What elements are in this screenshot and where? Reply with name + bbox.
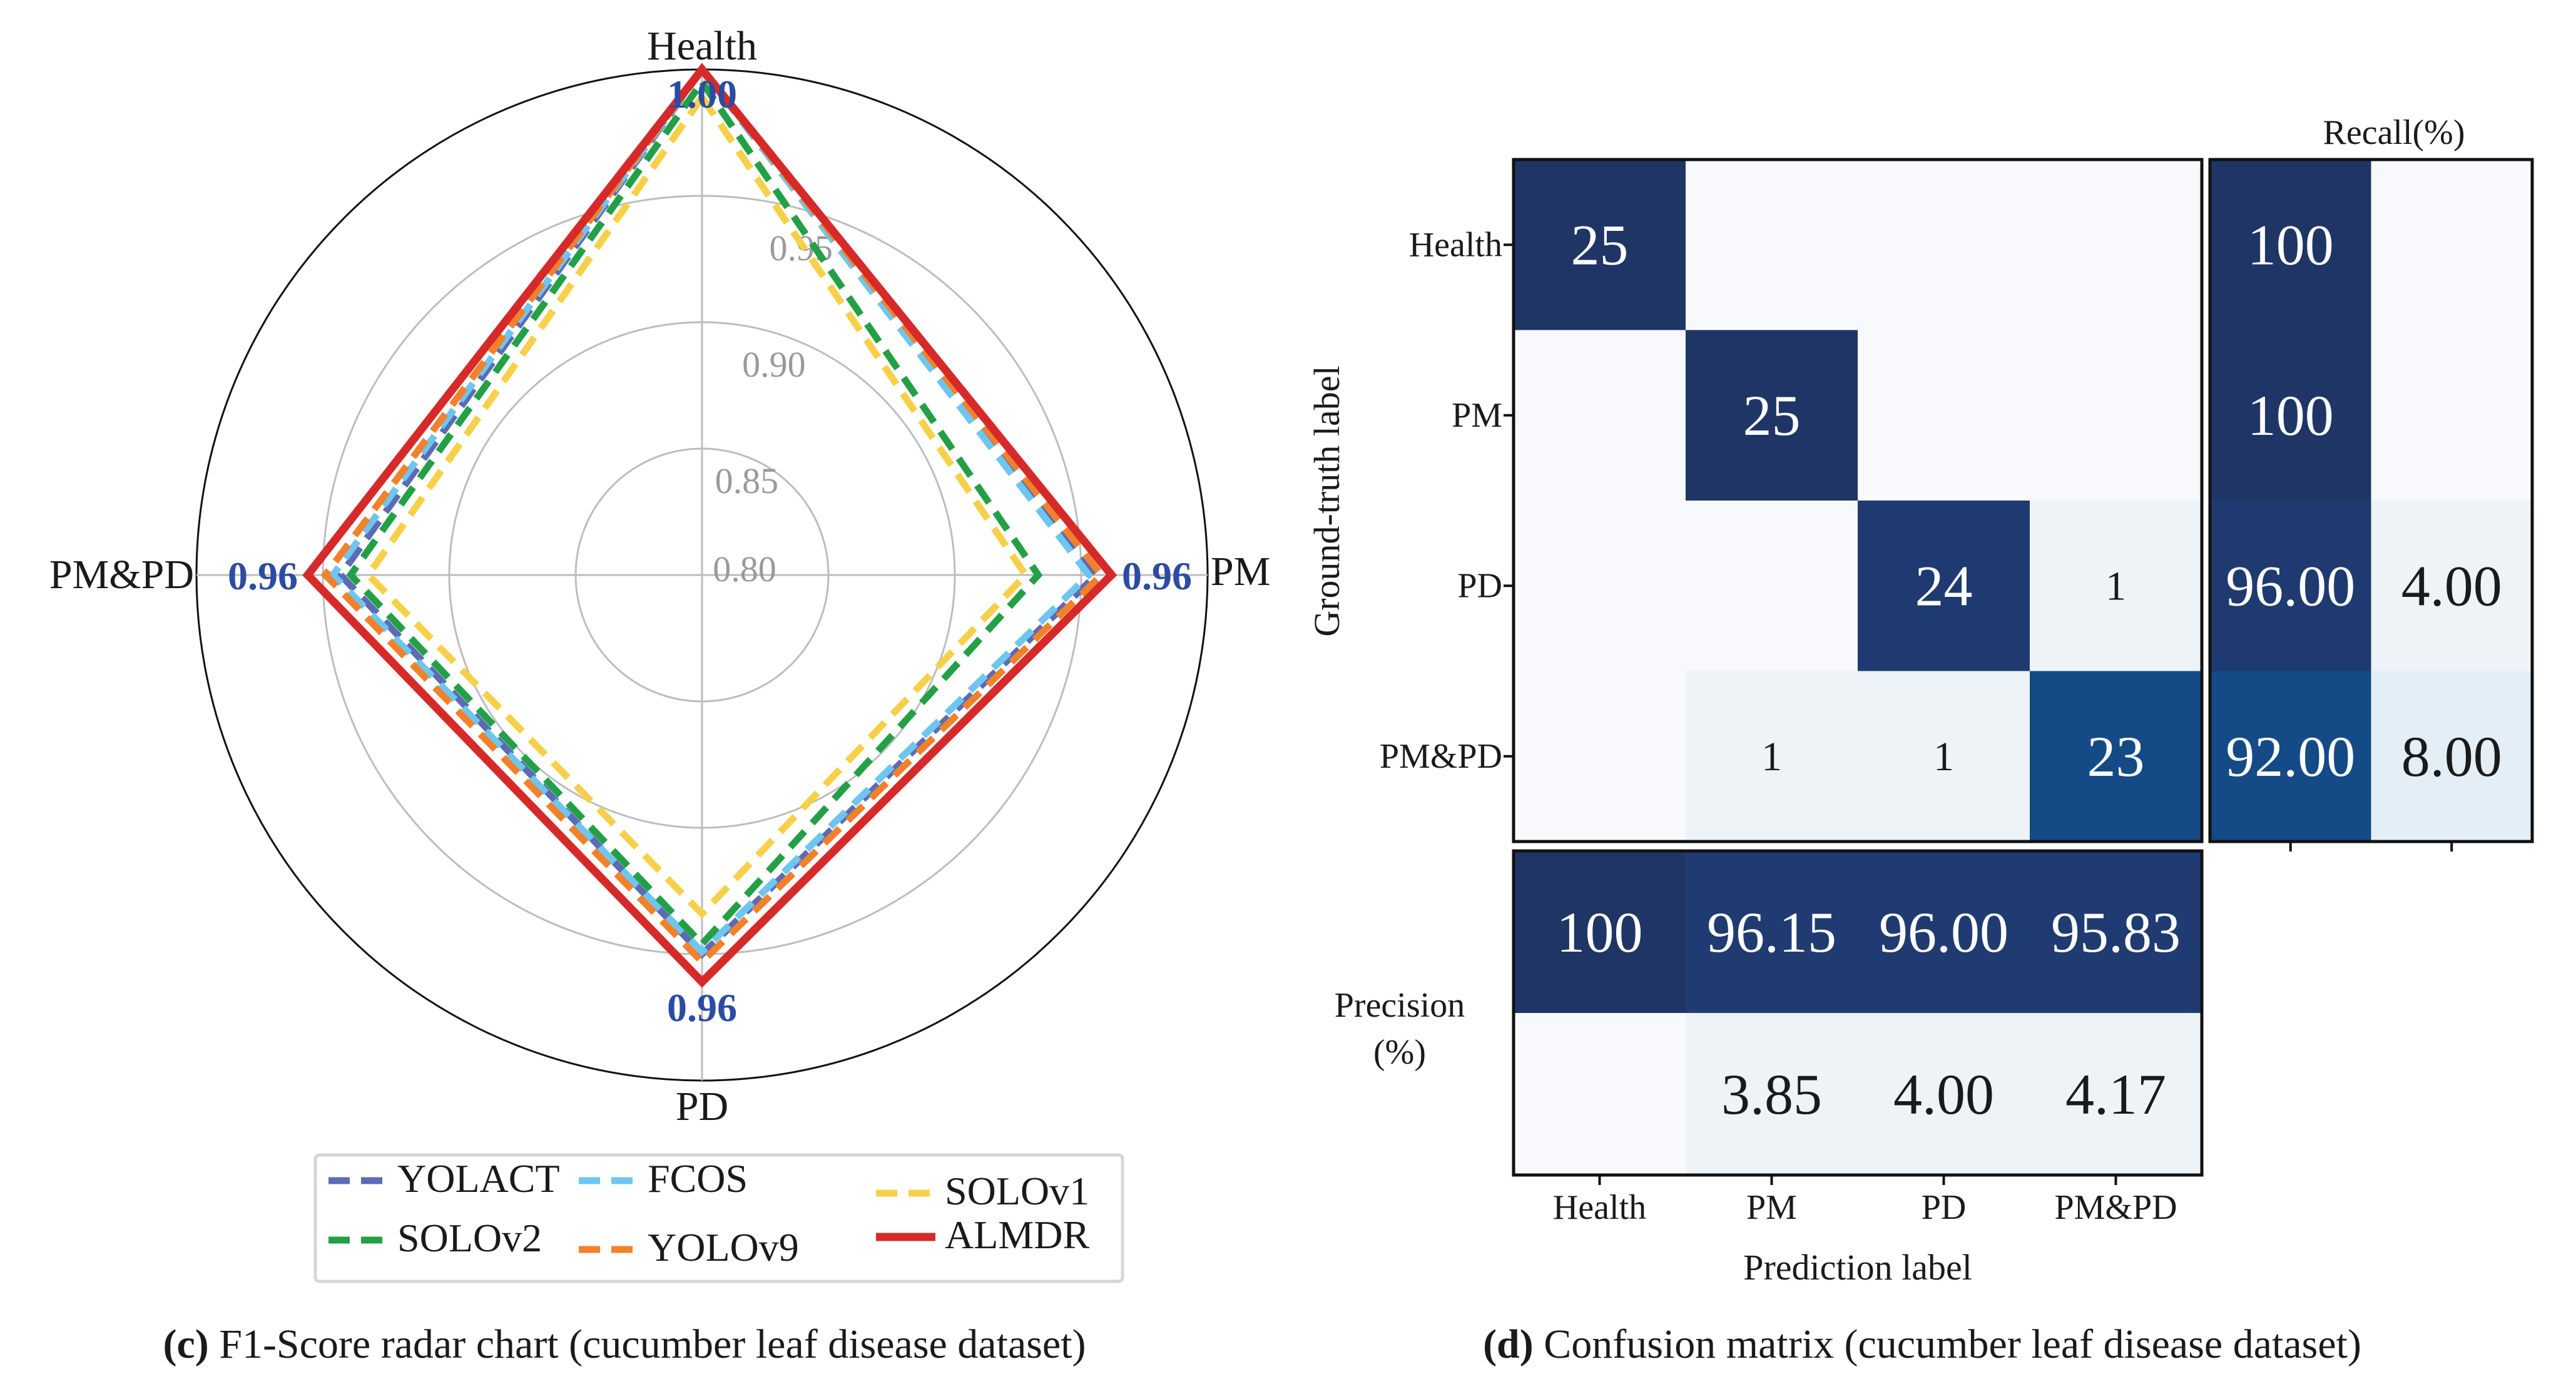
radar-value-label: 0.96 (1122, 554, 1192, 598)
matrix-value: 24 (1915, 554, 1973, 618)
precision-cell (1686, 851, 1858, 1013)
y-tick-label: PM (1452, 396, 1502, 435)
matrix-cell (1514, 501, 1686, 671)
radar-rtick-label: 0.80 (713, 549, 776, 589)
recall-title: Recall(%) (2323, 113, 2465, 152)
matrix-cell (2030, 501, 2202, 671)
precision-value: 4.17 (2065, 1062, 2166, 1126)
legend-label: ALMDR (945, 1213, 1089, 1257)
matrix-cell (1686, 330, 1858, 501)
legend-box (313, 1153, 1124, 1283)
radar-rtick-label: 0.85 (715, 460, 779, 501)
radar-series-solov2 (346, 76, 1043, 949)
radar-series-yolov9 (320, 63, 1106, 967)
matrix-cell (2030, 330, 2202, 501)
matrix-value: 1 (1761, 734, 1782, 780)
matrix-cell (1858, 330, 2030, 501)
radar-value-label: 0.96 (228, 554, 298, 598)
recall-cell (2210, 160, 2371, 330)
precision-cell (2030, 1013, 2202, 1175)
matrix-cell (1514, 671, 1686, 842)
recall-value: 100 (2248, 384, 2334, 447)
precision-title: Precision (1335, 986, 1465, 1025)
precision-cell (1514, 851, 1686, 1013)
precision-value: 95.83 (2051, 900, 2181, 964)
x-tick-label: PM (1746, 1188, 1797, 1227)
y-axis-label: Ground-truth label (1306, 365, 1347, 636)
radar-axis-label: PD (676, 1084, 728, 1129)
matrix-cell (2030, 671, 2202, 842)
radar-caption: (c) F1-Score radar chart (cucumber leaf … (163, 1321, 1086, 1367)
recall-cell (2371, 501, 2532, 671)
y-tick-label: Health (1409, 225, 1502, 264)
recall-cell (2371, 671, 2532, 842)
x-axis-label: Prediction label (1743, 1247, 1972, 1288)
matrix-cell (1686, 671, 1858, 842)
precision-cell (1514, 1013, 1686, 1175)
legend-label: SOLOv1 (945, 1169, 1089, 1213)
legend-label: SOLOv2 (397, 1216, 542, 1260)
matrix-cell (1686, 160, 1858, 330)
precision-cell (1686, 1013, 1858, 1175)
radar-axis-label: PM (1211, 549, 1270, 594)
radar-series-fcos (328, 63, 1094, 957)
matrix-cell (1858, 160, 2030, 330)
recall-value: 100 (2248, 213, 2334, 277)
precision-value: 96.15 (1707, 900, 1836, 964)
radar-chart: 0.800.850.900.95HealthPMPDPM&PD1.000.960… (49, 23, 1270, 1283)
matrix-cell (1858, 501, 2030, 671)
matrix-value: 25 (1743, 384, 1801, 447)
legend-label: YOLOv9 (648, 1225, 799, 1270)
recall-cell (2210, 330, 2371, 501)
recall-cell (2210, 671, 2371, 842)
recall-value: 96.00 (2226, 554, 2355, 618)
precision-value: 96.00 (1879, 900, 2008, 964)
radar-axis-label: Health (647, 23, 757, 69)
confusion-matrix: 25 25 24 1 1 1 23 100 100 96.00 4.00 92.00 8.00 Recal… (1306, 113, 2534, 1288)
precision-frame (1512, 849, 2204, 1177)
matrix-cell (1686, 501, 1858, 671)
y-tick-label: PD (1457, 566, 1502, 605)
radar-legend: YOLACT FCOS SOLOv1 SOLOv2 YOLOv9 ALMDR (313, 1153, 1124, 1283)
matrix-caption: (d) Confusion matrix (cucumber leaf dise… (1483, 1321, 2361, 1367)
precision-cell (1858, 851, 2030, 1013)
precision-cell (1858, 1013, 2030, 1175)
precision-value: 4.00 (1893, 1062, 1994, 1126)
x-tick-label: Health (1553, 1188, 1646, 1227)
matrix-cell (2030, 160, 2202, 330)
matrix-cell (1514, 160, 1686, 330)
recall-value: 8.00 (2401, 725, 2502, 788)
precision-value: 3.85 (1721, 1062, 1822, 1126)
legend-label: YOLACT (397, 1156, 560, 1201)
x-tick-label: PD (1922, 1188, 1967, 1227)
recall-cell (2371, 330, 2532, 501)
radar-series-solov1 (364, 91, 1031, 919)
matrix-value: 1 (2105, 564, 2126, 609)
matrix-value: 23 (2087, 725, 2145, 788)
recall-cell (2371, 160, 2532, 330)
y-tick-label: PM&PD (1380, 737, 1502, 776)
precision-value: 100 (1557, 900, 1643, 964)
recall-frame (2208, 158, 2534, 843)
precision-cell (2030, 851, 2202, 1013)
matrix-frame (1512, 158, 2204, 843)
matrix-cell (1858, 671, 2030, 842)
radar-value-label: 0.96 (667, 985, 737, 1030)
radar-rtick-label: 0.90 (742, 344, 806, 385)
radar-value-label: 1.00 (667, 72, 737, 116)
recall-value: 4.00 (2401, 554, 2502, 618)
recall-value: 92.00 (2226, 725, 2355, 788)
matrix-cell (1514, 330, 1686, 501)
matrix-value: 25 (1571, 213, 1629, 277)
precision-title: (%) (1373, 1033, 1426, 1072)
radar-axis-label: PM&PD (49, 552, 194, 598)
recall-cell (2210, 501, 2371, 671)
x-tick-label: PM&PD (2054, 1188, 2177, 1227)
matrix-value: 1 (1933, 734, 1954, 780)
radar-series-almdr (302, 63, 1117, 988)
legend-label: FCOS (648, 1156, 748, 1201)
